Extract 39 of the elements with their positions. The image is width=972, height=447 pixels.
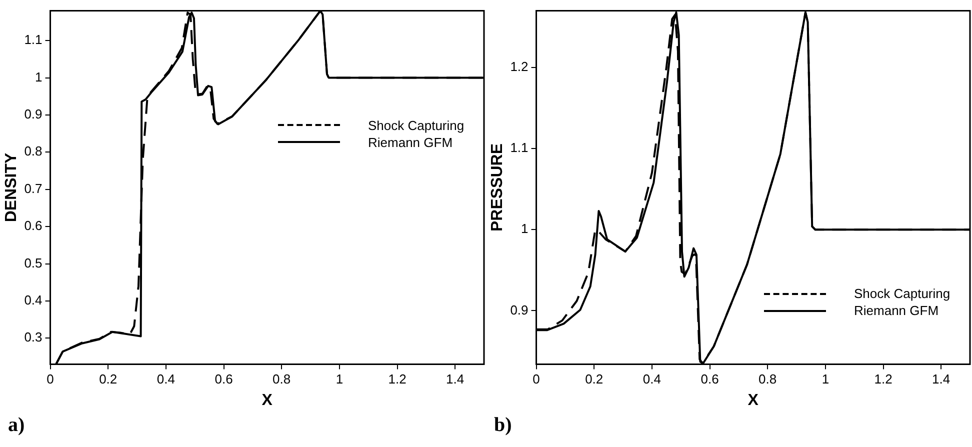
y-tick-label: 1 xyxy=(521,221,528,236)
y-tick-label: 0.8 xyxy=(24,144,42,159)
y-tick-label: 1.1 xyxy=(24,32,42,48)
legend-label: Shock Capturing xyxy=(854,286,950,302)
x-axis-title: X xyxy=(748,392,759,409)
y-axis-title: DENSITY xyxy=(3,152,20,222)
x-tick-label: 1.4 xyxy=(932,372,950,387)
x-tick-label: 1.4 xyxy=(446,372,464,387)
y-tick-label: 0.9 xyxy=(24,106,42,122)
x-tick-label: 1 xyxy=(336,372,344,387)
y-tick-label: 1.2 xyxy=(510,59,528,74)
y-tick-label: 0.5 xyxy=(24,255,42,270)
x-tick-label: 0 xyxy=(46,372,54,387)
y-tick-label: 1.1 xyxy=(510,140,528,156)
y-tick-label: 0.7 xyxy=(24,180,42,196)
x-tick-label: 0.2 xyxy=(99,372,118,387)
legend-label: Riemann GFM xyxy=(368,134,453,150)
x-tick-label: 1.2 xyxy=(388,372,406,387)
y-tick-label: 0.6 xyxy=(24,218,42,234)
x-tick-label: 0.6 xyxy=(214,372,233,387)
x-tick-label: 1 xyxy=(822,372,830,387)
y-tick-label: 0.3 xyxy=(24,330,42,345)
x-axis-title: X xyxy=(262,392,273,409)
x-tick-label: 0.8 xyxy=(758,372,777,387)
text: b) xyxy=(494,414,512,437)
x-tick-label: 0.8 xyxy=(272,372,291,387)
x-tick-label: 1.2 xyxy=(874,372,892,387)
x-tick-label: 0.6 xyxy=(700,372,719,387)
legend-label: Shock Capturing xyxy=(368,118,464,133)
legend-label: Riemann GFM xyxy=(854,303,939,318)
y-tick-label: 0.9 xyxy=(510,302,528,318)
y-tick-label: 0.4 xyxy=(24,292,42,308)
text: a) xyxy=(8,414,25,437)
x-tick-label: 0.4 xyxy=(642,372,661,387)
x-tick-label: 0.4 xyxy=(156,372,175,387)
y-axis-title: PRESSURE xyxy=(489,143,506,232)
x-tick-label: 0.2 xyxy=(585,372,604,387)
x-tick-label: 0 xyxy=(532,372,540,387)
y-tick-label: 1 xyxy=(35,69,42,84)
